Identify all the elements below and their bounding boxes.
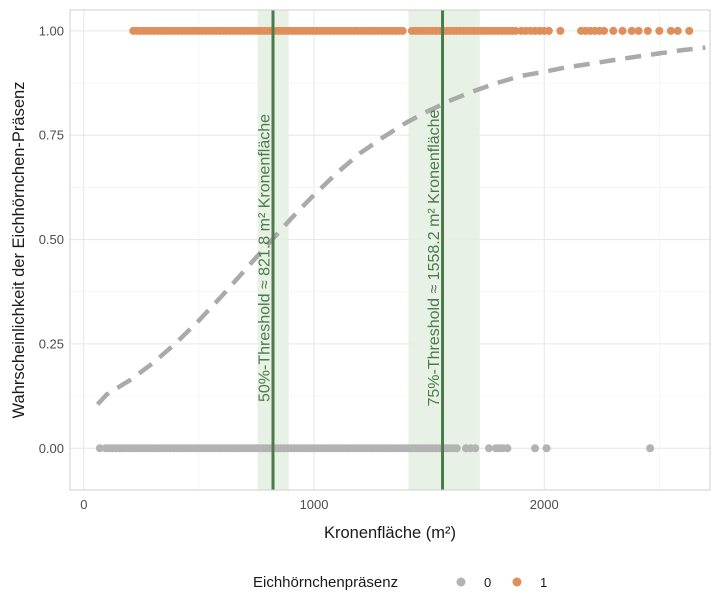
data-point-1 (666, 26, 675, 35)
y-tick-label: 0.75 (39, 128, 64, 143)
legend-title: Eichhörnchenpräsenz (253, 574, 398, 591)
data-point-1 (609, 26, 618, 35)
data-point-1 (685, 26, 694, 35)
x-tick-label: 1000 (300, 497, 329, 512)
data-point-1 (643, 26, 652, 35)
legend-key-1-dot (512, 577, 522, 587)
data-point-1 (544, 26, 553, 35)
data-point-1 (618, 26, 627, 35)
threshold-band-2 (408, 10, 480, 490)
threshold-lines: 50%-Threshold ≈ 821.8 m² Kronenfläche 75%… (257, 10, 445, 490)
legend: Eichhörnchenpräsenz 0 1 (253, 574, 547, 591)
data-point-0 (503, 444, 512, 453)
data-point-1 (634, 26, 643, 35)
panel-border (69, 9, 711, 491)
data-point-1 (556, 26, 565, 35)
legend-key-0-label: 0 (484, 575, 491, 590)
x-tick-label: 0 (80, 497, 87, 512)
data-point-1 (398, 26, 407, 35)
data-point-0 (452, 444, 461, 453)
x-axis-title: Kronenfläche (m²) (324, 524, 456, 542)
data-point-0 (484, 444, 493, 453)
fit-curve (95, 45, 706, 406)
data-point-0 (95, 444, 104, 453)
y-tick-label: 0.00 (39, 441, 64, 456)
legend-key-1-label: 1 (540, 575, 547, 590)
data-point-1 (627, 26, 636, 35)
y-axis-title: Wahrscheinlichkeit der Eichhörnchen-Präs… (10, 82, 28, 419)
data-point-0 (471, 444, 480, 453)
y-tick-label: 0.50 (39, 232, 64, 247)
data-point-0 (542, 444, 551, 453)
data-point-0 (646, 444, 655, 453)
tick-labels: 0 1000 2000 0.00 0.25 0.50 0.75 1.00 (39, 23, 559, 512)
data-point-1 (655, 26, 664, 35)
threshold-label-2: 75%-Threshold ≈ 1558.2 m² Kronenfläche (426, 109, 443, 406)
legend-key-0-dot (456, 577, 466, 587)
data-points (95, 26, 694, 453)
data-point-0 (531, 444, 540, 453)
y-tick-label: 1.00 (39, 23, 64, 38)
y-tick-label: 0.25 (39, 336, 64, 351)
data-point-1 (511, 26, 520, 35)
fit-curve-line (95, 45, 706, 406)
data-point-1 (600, 26, 609, 35)
data-point-1 (673, 26, 682, 35)
threshold-label-1: 50%-Threshold ≈ 821.8 m² Kronenfläche (257, 114, 274, 402)
x-tick-label: 2000 (530, 497, 559, 512)
